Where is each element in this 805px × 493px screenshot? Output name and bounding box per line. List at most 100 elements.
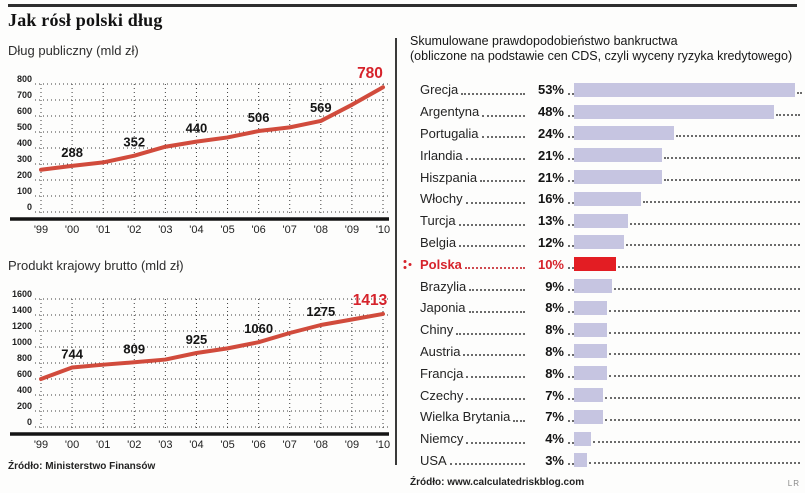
percent-value: 7% <box>545 387 564 403</box>
bar-row: Irlandia 21% <box>410 144 800 166</box>
leader-dots <box>466 398 525 401</box>
bar-row: Japonia 8% <box>410 297 800 319</box>
country-label: Japonia <box>420 300 466 316</box>
svg-text:'02: '02 <box>127 439 141 451</box>
public-debt-line-chart: 0 100 200 300 400 500 600 700 800 '99 '00 '01 '02 '03… <box>10 65 390 236</box>
leader-dots <box>592 440 800 443</box>
bar-row: Austria 8% <box>410 341 800 363</box>
country-label: Grecja <box>420 82 459 98</box>
svg-text:'06: '06 <box>251 439 265 451</box>
leader-dots <box>663 179 800 182</box>
svg-text:1000: 1000 <box>12 337 32 347</box>
leader-dots <box>466 376 525 379</box>
bar-track <box>568 148 800 163</box>
percent-value: 3% <box>545 452 564 468</box>
probability-bar <box>574 453 587 468</box>
country-label: Brazylia <box>420 278 467 294</box>
svg-text:'00: '00 <box>65 224 79 236</box>
percent-value: 16% <box>537 191 564 207</box>
leader-dots <box>605 418 800 421</box>
svg-text:400: 400 <box>17 138 32 148</box>
bar-track <box>568 257 800 272</box>
percent-value: 13% <box>537 213 564 229</box>
probability-bar <box>574 148 662 163</box>
probability-bar <box>574 300 608 315</box>
svg-text:'09: '09 <box>345 439 359 451</box>
percent-value: 10% <box>537 256 564 272</box>
percent-value: 8% <box>545 300 564 316</box>
leader-dots <box>468 310 525 313</box>
svg-text:0: 0 <box>27 417 32 427</box>
svg-text:200: 200 <box>17 170 32 180</box>
column-divider <box>395 38 397 465</box>
point-label: 809 <box>123 341 145 356</box>
point-label: 506 <box>248 110 270 125</box>
svg-text:'03: '03 <box>158 224 172 236</box>
public-debt-chart-block: Dług publiczny (mld zł) 0 100 200 300 400 500… <box>8 43 394 238</box>
leader-dots <box>568 289 574 292</box>
leader-dots <box>568 441 574 444</box>
leader-dots <box>676 135 800 138</box>
svg-text:'07: '07 <box>283 439 297 451</box>
bar-row: Czechy 7% <box>410 384 800 406</box>
bar-row: Hiszpania 21% <box>410 166 800 188</box>
svg-text:'00: '00 <box>65 439 79 451</box>
leader-dots <box>465 158 525 161</box>
leader-dots <box>449 463 525 466</box>
leader-dots <box>568 267 574 270</box>
svg-text:'10: '10 <box>376 224 390 236</box>
leader-dots <box>463 354 525 357</box>
svg-text:'05: '05 <box>220 439 234 451</box>
country-label: Czechy <box>420 387 464 403</box>
point-label: 569 <box>310 100 332 115</box>
probability-bar <box>574 104 775 119</box>
gdp-chart-block: Produkt krajowy brutto (mld zł) 0 200 400 6… <box>8 258 394 453</box>
svg-text:'03: '03 <box>158 439 172 451</box>
leader-dots <box>609 353 800 356</box>
bar-row: Grecja 53% <box>410 79 800 101</box>
bar-track <box>568 82 800 97</box>
right-source-row: Źródło: www.calculatedriskblog.com LR <box>410 477 800 488</box>
country-label: Chiny <box>420 322 454 338</box>
leader-dots <box>568 463 574 466</box>
leader-dots <box>568 376 574 379</box>
top-rule <box>8 4 797 7</box>
leader-dots <box>461 92 525 95</box>
country-label: Belgia <box>420 234 457 250</box>
percent-value: 7% <box>545 409 564 425</box>
probability-bar <box>574 431 591 446</box>
leader-dots <box>464 267 525 270</box>
bar-track <box>568 213 800 228</box>
country-label: Francja <box>420 365 464 381</box>
bar-row: Włochy 16% <box>410 188 800 210</box>
country-label: Hiszpania <box>420 169 478 185</box>
svg-text:'02: '02 <box>127 224 141 236</box>
svg-text:'99: '99 <box>34 439 48 451</box>
leader-dots <box>568 180 574 183</box>
point-label: 1275 <box>306 304 335 319</box>
leader-dots <box>568 332 574 335</box>
svg-text:'04: '04 <box>189 224 203 236</box>
leader-dots <box>588 462 800 465</box>
percent-value: 12% <box>537 234 564 250</box>
probability-bar <box>574 344 608 359</box>
percent-value: 24% <box>537 125 564 141</box>
country-label: Turcja <box>420 213 456 229</box>
leader-dots <box>626 244 800 247</box>
leader-dots <box>469 289 525 292</box>
point-label: 1060 <box>244 321 273 336</box>
percent-value: 8% <box>545 322 564 338</box>
bar-row: Wielka Brytania 7% <box>410 406 800 428</box>
bar-track <box>568 322 800 337</box>
percent-value: 48% <box>537 104 564 120</box>
svg-text:'08: '08 <box>314 224 328 236</box>
leader-dots <box>630 222 800 225</box>
leader-dots <box>776 113 800 116</box>
svg-text:600: 600 <box>17 106 32 116</box>
svg-text:'09: '09 <box>345 224 359 236</box>
svg-text:'07: '07 <box>283 224 297 236</box>
bar-track <box>568 388 800 403</box>
bar-chart-title: Skumulowane prawdopodobieństwo bankructw… <box>410 34 678 48</box>
right-source: Źródło: www.calculatedriskblog.com <box>410 477 585 489</box>
country-label: Argentyna <box>420 104 480 120</box>
